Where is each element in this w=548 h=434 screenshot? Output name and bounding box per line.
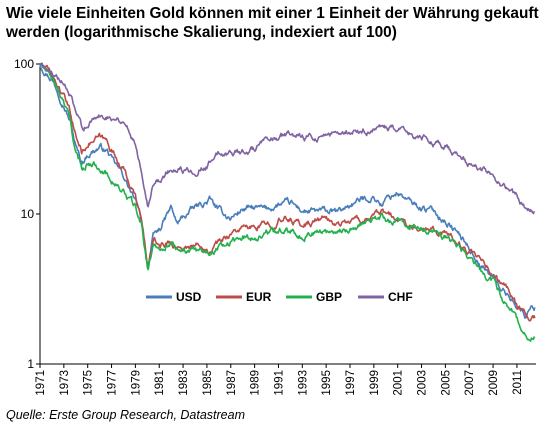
x-tick-label: 1973 bbox=[59, 370, 71, 396]
y-tick-label: 100 bbox=[14, 57, 34, 71]
x-tick-label: 2007 bbox=[464, 370, 476, 396]
x-tick-label: 1971 bbox=[35, 370, 47, 396]
legend-label-usd: USD bbox=[176, 290, 202, 304]
x-tick-label: 1989 bbox=[250, 370, 262, 396]
x-tick-label: 1995 bbox=[321, 370, 333, 396]
x-tick-label: 2011 bbox=[512, 370, 524, 395]
y-axis-ticks: 1 10 100 bbox=[14, 57, 40, 371]
legend-label-eur: EUR bbox=[246, 290, 272, 304]
x-tick-label: 2001 bbox=[393, 370, 405, 396]
series-lines bbox=[39, 62, 536, 342]
y-tick-label: 10 bbox=[21, 207, 35, 221]
x-tick-label: 1975 bbox=[83, 370, 95, 396]
chart-title: Wie viele Einheiten Gold können mit eine… bbox=[6, 5, 539, 41]
series-line-eur bbox=[39, 62, 536, 322]
legend-label-gbp: GBP bbox=[316, 290, 342, 304]
series-line-usd bbox=[39, 63, 536, 319]
x-tick-label: 1985 bbox=[202, 370, 214, 396]
x-tick-label: 1983 bbox=[178, 370, 190, 396]
x-tick-label: 1977 bbox=[107, 370, 119, 396]
series-line-chf bbox=[39, 62, 536, 215]
source-note: Quelle: Erste Group Research, Datastream bbox=[6, 408, 245, 422]
x-tick-label: 1991 bbox=[273, 370, 285, 396]
x-axis-ticks: 1971 1973 1975 1977 1979 1981 1983 1985 1987 1989… bbox=[35, 364, 524, 396]
axes bbox=[39, 64, 536, 365]
y-tick-label: 1 bbox=[27, 357, 34, 371]
x-tick-label: 1987 bbox=[226, 370, 238, 396]
x-tick-label: 2005 bbox=[440, 370, 452, 396]
x-tick-label: 1981 bbox=[154, 370, 166, 396]
legend: USD EUR GBP CHF bbox=[146, 290, 413, 304]
x-tick-label: 2009 bbox=[488, 370, 500, 396]
series-line-gbp bbox=[39, 63, 536, 342]
x-tick-label: 1979 bbox=[130, 370, 142, 396]
x-tick-label: 1997 bbox=[345, 370, 357, 396]
x-tick-label: 1993 bbox=[297, 370, 309, 396]
x-tick-label: 2003 bbox=[417, 370, 429, 396]
legend-label-chf: CHF bbox=[388, 290, 413, 304]
x-tick-label: 1999 bbox=[369, 370, 381, 396]
